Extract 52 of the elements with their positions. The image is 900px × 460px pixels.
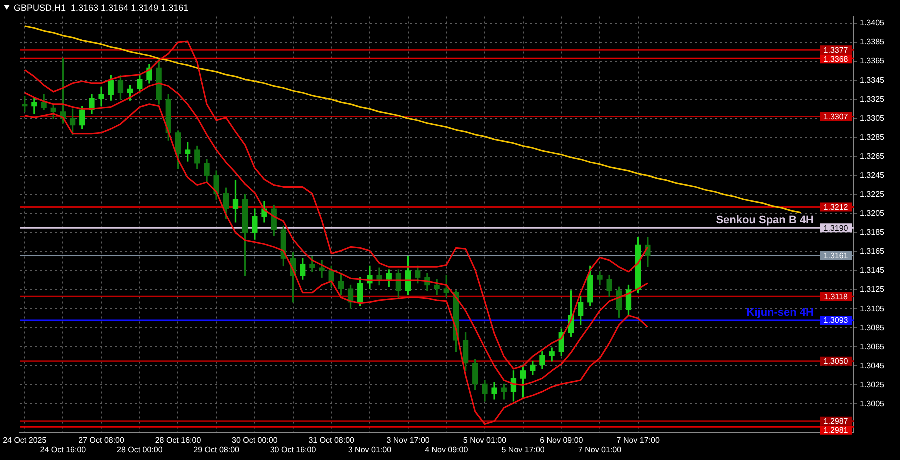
x-tick-label: 6 Nov 09:00: [540, 436, 584, 445]
x-tick-label: 24 Oct 2025: [3, 436, 48, 445]
ref-line-label: 1.2987: [824, 417, 849, 426]
ref-line-label: 1.3368: [824, 54, 849, 64]
x-tick-label: 4 Nov 09:00: [425, 445, 469, 454]
y-tick-label: 1.3205: [860, 209, 886, 218]
ref-line-label: 1.3118: [824, 292, 848, 302]
y-tick-label: 1.3105: [860, 304, 886, 314]
y-tick-label: 1.3025: [860, 380, 886, 390]
y-tick-label: 1.3125: [860, 285, 886, 294]
x-tick-label: 7 Nov 17:00: [616, 436, 660, 445]
x-tick-label: 7 Nov 01:00: [578, 445, 622, 454]
y-tick-label: 1.3265: [860, 152, 886, 161]
y-tick-label: 1.3185: [860, 228, 886, 238]
ref-line-label: 1.2981: [824, 426, 849, 436]
annotation: Senkou Span B 4H: [716, 214, 814, 227]
ref-line-label: 1.3307: [824, 112, 849, 122]
x-tick-label: 31 Oct 08:00: [308, 436, 356, 445]
y-tick-label: 1.3245: [860, 170, 886, 180]
y-tick-label: 1.3345: [860, 76, 886, 85]
ref-line-label: 1.3093: [824, 316, 849, 326]
x-tick-label: 30 Oct 00:00: [232, 436, 278, 445]
x-tick-label: 29 Oct 08:00: [194, 445, 240, 454]
x-tick-label: 5 Nov 17:00: [502, 445, 546, 454]
x-tick-label: 3 Nov 01:00: [348, 445, 392, 454]
x-tick-label: 28 Oct 16:00: [155, 436, 202, 445]
ref-line-label: 1.3190: [824, 224, 849, 233]
y-tick-label: 1.3165: [860, 247, 886, 256]
y-tick-label: 1.3325: [860, 94, 886, 104]
ref-line-label: 1.3050: [824, 357, 849, 366]
x-tick-label: 28 Oct 00:00: [116, 445, 164, 454]
chart-title: GBPUSD,H1 1.3163 1.3164 1.3149 1.3161: [14, 2, 189, 13]
y-tick-label: 1.3365: [860, 56, 886, 66]
y-tick-label: 1.3045: [860, 361, 886, 370]
y-tick-label: 1.3285: [860, 132, 886, 142]
x-tick-label: 5 Nov 01:00: [463, 436, 508, 445]
y-tick-label: 1.3145: [860, 266, 886, 276]
x-tick-label: 24 Oct 16:00: [40, 445, 87, 454]
x-tick-label: 3 Nov 17:00: [386, 436, 430, 445]
y-tick-label: 1.3405: [860, 18, 886, 28]
annotation: Kijun-sen 4H: [746, 307, 814, 319]
ref-line-label: 1.3377: [824, 46, 849, 55]
y-tick-label: 1.3305: [860, 114, 886, 123]
ref-line-label: 1.3161: [824, 251, 849, 260]
y-tick-label: 1.3085: [860, 323, 886, 332]
x-tick-label: 27 Oct 08:00: [78, 436, 126, 445]
y-tick-label: 1.3065: [860, 342, 886, 352]
ref-line-label: 1.3212: [824, 202, 849, 212]
x-tick-label: 30 Oct 16:00: [270, 445, 317, 454]
y-tick-label: 1.3385: [860, 38, 886, 47]
y-tick-label: 1.3005: [860, 399, 886, 408]
y-tick-label: 1.3225: [860, 190, 886, 200]
